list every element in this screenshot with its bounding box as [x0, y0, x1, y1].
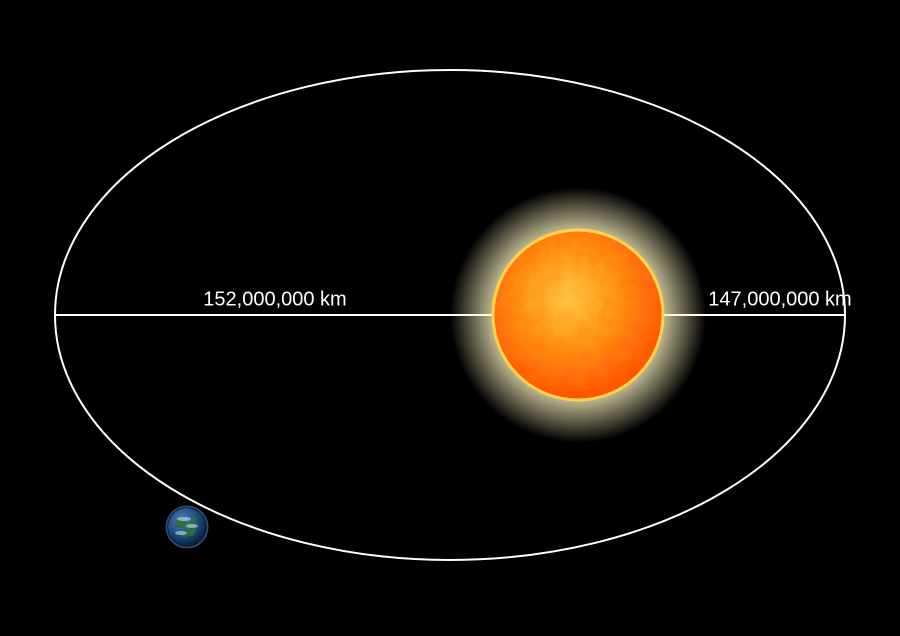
orbit-svg — [0, 0, 900, 636]
earth — [167, 507, 208, 548]
background — [0, 0, 900, 636]
sun — [450, 187, 706, 443]
aphelion-distance-label: 152,000,000 km — [203, 289, 346, 312]
perihelion-distance-label: 147,000,000 km — [708, 289, 851, 312]
orbit-diagram: 152,000,000 km 147,000,000 km — [0, 0, 900, 636]
